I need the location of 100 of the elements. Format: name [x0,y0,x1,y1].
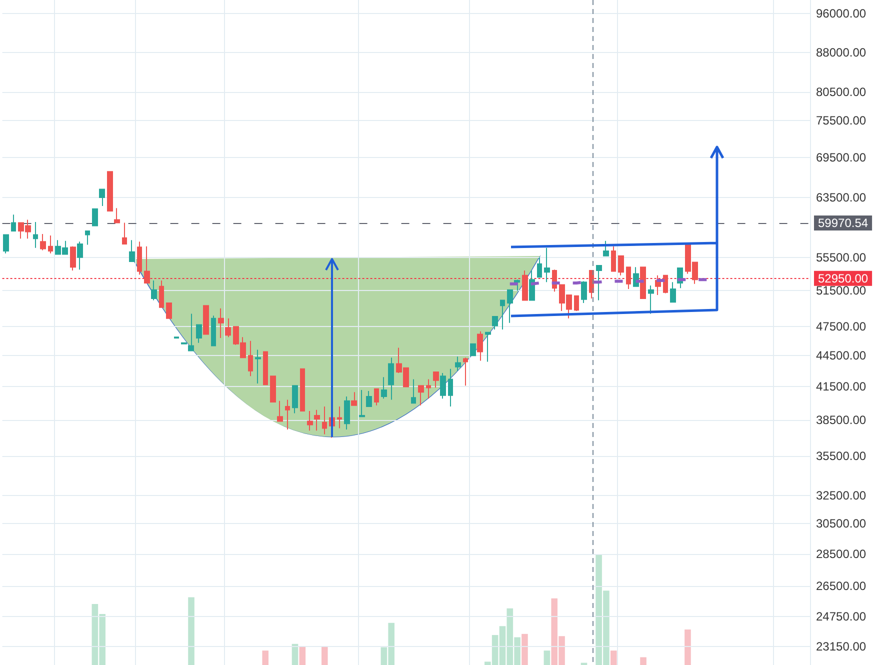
y-tick-label: 38500.00 [816,413,866,428]
y-tick-label: 32500.00 [816,488,866,502]
candlestick [40,234,46,251]
candlestick [626,266,631,290]
candlestick [596,265,602,301]
bar [684,629,691,665]
y-tick-label: 47500.00 [816,320,866,334]
candlestick [255,349,261,384]
candlestick [611,246,616,272]
candlestick [48,235,53,254]
candlestick [270,376,276,402]
bar [610,650,617,665]
bar [321,646,328,665]
candlestick [574,295,579,312]
candlestick [359,389,365,418]
candlestick [322,406,327,435]
candlestick [114,208,120,224]
candlestick [477,330,483,362]
candlestick [92,208,98,226]
candlestick [507,289,513,324]
candlestick [640,266,646,300]
y-tick-label: 23150.00 [816,639,866,654]
candlestick [581,280,587,304]
y-tick-label: 63500.00 [816,190,866,205]
bar [299,646,306,665]
candlestick [248,340,253,377]
y-tick-label: 51500.00 [816,284,866,298]
candlestick [374,388,379,406]
candlestick [3,234,9,254]
y-tick-label: 30500.00 [816,516,866,531]
bar [640,657,646,665]
y-tick-label: 24750.00 [816,610,866,624]
candlestick [670,282,676,303]
candlestick [285,399,290,430]
candlestick [448,368,453,407]
y-tick-label: 96000.00 [816,6,866,21]
candlestick [99,188,105,207]
candlestick [77,241,83,270]
y-tick-label: 55500.00 [816,250,866,264]
candlestick [603,240,609,256]
ref-line-label: 52950.00 [818,271,868,286]
candlestick [11,214,16,232]
candlestick [381,376,387,400]
candlestick [300,368,305,412]
candlestick [440,372,446,400]
candlestick [151,280,157,301]
candlestick [33,222,38,248]
candlestick [144,246,150,284]
candlestick [122,222,127,245]
candlestick [618,255,624,276]
candlestick [85,230,90,246]
candlestick [366,390,372,407]
bar [262,650,269,665]
candlestick [537,256,542,278]
candlestick [500,300,505,330]
y-tick-label: 26500.00 [816,579,866,594]
candlestick [203,305,209,335]
y-tick-label: 28500.00 [816,546,866,561]
y-tick-label: 75500.00 [816,114,866,128]
candlestick [426,378,431,400]
candlestick [196,324,202,344]
candlestick [159,280,164,308]
y-tick-label: 41500.00 [816,380,866,394]
candlestick [522,270,528,301]
candlestick [307,410,313,432]
candlestick [225,318,231,338]
candlestick [455,356,461,372]
candlestick [277,400,283,422]
candlestick [137,241,142,276]
candlestick [211,315,216,346]
candlestick [129,240,135,262]
candlestick [218,308,224,339]
candlestick [388,357,394,400]
candlestick [663,274,668,294]
candlestick [70,246,76,271]
bar [188,597,194,665]
candlestick [344,396,350,430]
y-tick-label: 88000.00 [816,45,866,60]
candlestick [263,351,268,386]
y-tick-label: 35500.00 [816,449,866,464]
candlestick [337,406,342,429]
candlestick [292,385,298,414]
candlestick [514,279,520,292]
candlestick [492,316,498,330]
candlestick [544,247,550,283]
bar [544,650,550,665]
candlestick [188,313,194,352]
ref-line-label: 59970.54 [818,216,868,230]
candlestick [485,332,491,362]
candlestick [470,343,476,356]
bar [292,644,298,665]
candlestick [107,171,113,212]
candlestick [529,270,535,301]
candlestick [648,285,654,314]
y-tick-label: 44500.00 [816,348,866,363]
candlestick [589,270,594,300]
bar [522,634,528,665]
candlestick [314,409,320,432]
candlestick [351,392,357,406]
candlestick [166,302,172,319]
